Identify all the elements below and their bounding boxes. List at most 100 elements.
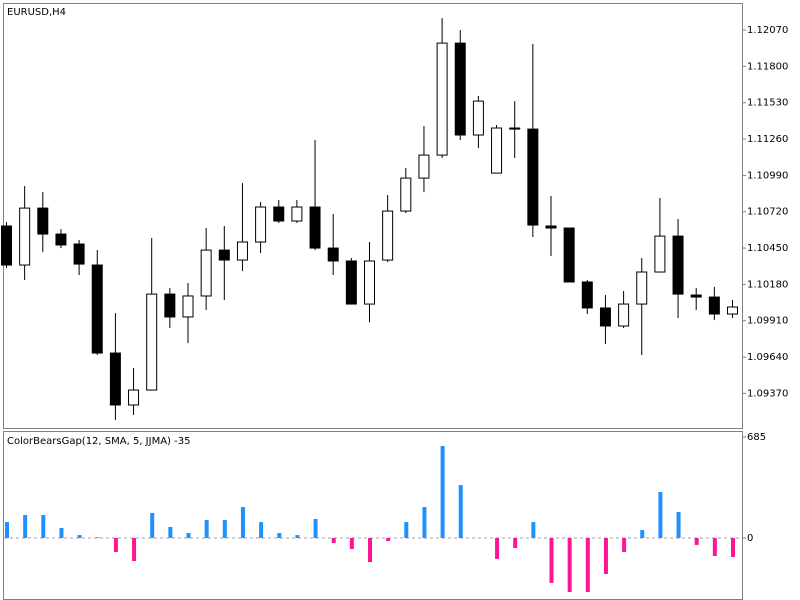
histogram-bar <box>331 538 336 544</box>
histogram-bar <box>368 538 372 563</box>
candle-body <box>636 271 648 305</box>
candle-body <box>654 235 666 273</box>
y-tick-label: 685 <box>747 432 766 443</box>
candle-body <box>364 260 375 305</box>
histogram-bar <box>603 538 608 574</box>
candle-body <box>73 243 85 265</box>
candle-body <box>327 247 339 262</box>
y-tick-label: 0 <box>747 533 753 544</box>
histogram-bar <box>113 538 118 553</box>
y-tick-label: 1.10180 <box>747 279 788 290</box>
candle-body <box>19 207 31 266</box>
y-tick-label: 1.11530 <box>747 98 788 109</box>
histogram-bar <box>549 538 554 583</box>
candle-body <box>418 154 430 179</box>
histogram-bar <box>585 538 590 592</box>
histogram-bar <box>5 522 9 539</box>
histogram-bar <box>386 538 391 541</box>
histogram-bar <box>240 507 245 539</box>
y-tick-label: 1.11260 <box>747 134 788 145</box>
candle-body <box>727 306 738 315</box>
histogram-bar <box>622 538 627 553</box>
y-tick-label: 1.09640 <box>747 352 788 363</box>
histogram-bar <box>422 507 427 539</box>
candle-body <box>309 206 321 249</box>
histogram-bar <box>132 538 137 562</box>
candle-body <box>37 207 49 235</box>
histogram-bar <box>186 532 191 539</box>
histogram-bar <box>77 535 82 539</box>
y-tick-label: 1.11800 <box>747 61 788 72</box>
candle-body <box>545 225 557 229</box>
histogram-bar <box>23 515 28 539</box>
histogram-bar <box>41 515 46 539</box>
histogram-bar <box>349 538 354 550</box>
histogram-bar <box>313 518 318 539</box>
candle-body <box>672 235 684 295</box>
histogram-bar <box>640 530 645 539</box>
histogram-bar <box>567 538 572 592</box>
histogram-bar <box>150 512 155 539</box>
candle-body <box>382 210 394 261</box>
candle-body <box>146 293 158 391</box>
candle-body <box>581 281 593 309</box>
histogram-bar <box>204 520 209 539</box>
candle-body <box>400 177 412 212</box>
candle-body <box>91 264 103 354</box>
candle-body <box>128 389 140 406</box>
candle-body <box>472 100 484 136</box>
sub-panel <box>3 431 743 600</box>
candle-body <box>618 303 630 327</box>
candle-body <box>291 206 303 222</box>
histogram-bar <box>694 538 699 545</box>
histogram-bar <box>531 522 536 539</box>
candle-body <box>454 42 466 136</box>
candle-body <box>109 352 121 406</box>
candle-body <box>255 206 267 243</box>
candle-body <box>509 127 521 130</box>
candle-body <box>182 295 194 318</box>
histogram-bar <box>277 532 282 539</box>
candle-body <box>1 225 12 266</box>
candle-body <box>599 307 611 327</box>
histogram-bar <box>295 535 300 539</box>
histogram-bar <box>513 538 518 549</box>
y-tick-label: 1.10720 <box>747 207 788 218</box>
candle-body <box>164 293 176 318</box>
main-panel <box>3 3 743 429</box>
histogram-bar <box>95 537 100 539</box>
candle-body <box>55 233 67 246</box>
candle-body <box>563 227 575 283</box>
histogram-bar <box>440 446 445 539</box>
y-tick-label: 1.09370 <box>747 388 788 399</box>
candle-body <box>708 296 720 315</box>
histogram-bar <box>168 526 173 539</box>
histogram-bar <box>495 538 500 559</box>
histogram-bar <box>658 492 663 539</box>
histogram-bar <box>676 512 681 539</box>
histogram-bar <box>458 485 463 539</box>
candle-body <box>690 294 702 298</box>
candle-body <box>345 260 357 305</box>
histogram-bar <box>222 520 227 539</box>
histogram-bar <box>59 527 64 539</box>
histogram-bar <box>712 538 717 556</box>
histogram-bar <box>731 538 735 558</box>
histogram-bar <box>404 522 409 539</box>
chart-title: EURUSD,H4 <box>7 7 66 18</box>
y-tick-label: 1.10450 <box>747 243 788 254</box>
y-tick-label: 1.10990 <box>747 170 788 181</box>
candle-body <box>200 249 212 297</box>
histogram-bar <box>259 522 264 539</box>
candle-body <box>436 42 448 156</box>
candle-body <box>491 127 503 174</box>
candle-body <box>218 249 230 261</box>
y-tick-label: 1.09910 <box>747 316 788 327</box>
y-tick-label: 1.12070 <box>747 25 788 36</box>
candle-body <box>236 241 248 261</box>
indicator-title: ColorBearsGap(12, SMA, 5, JJMA) -35 <box>7 436 190 447</box>
candle-body <box>273 206 285 222</box>
candle-body <box>527 128 539 226</box>
